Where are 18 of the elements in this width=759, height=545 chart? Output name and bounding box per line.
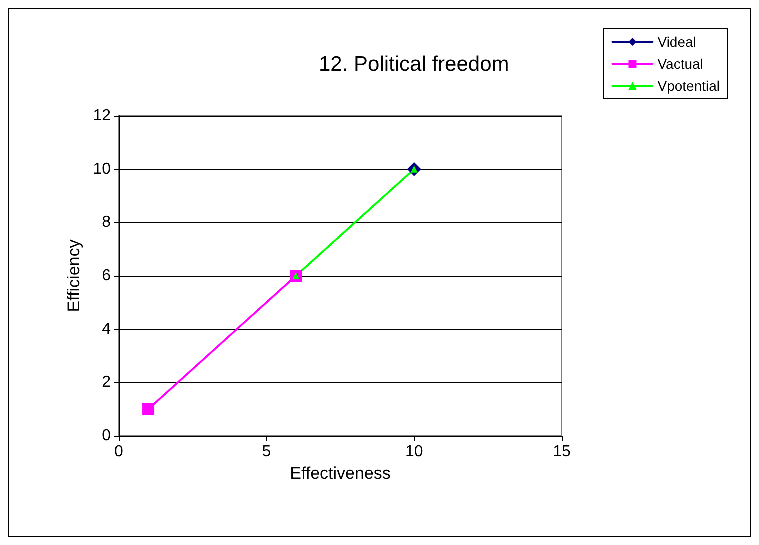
y-tick-label: 4 <box>102 320 112 338</box>
point <box>142 403 155 416</box>
legend-label: Vactual <box>658 56 704 72</box>
legend-label: Vpotential <box>658 78 720 94</box>
x-tick-label: 5 <box>262 444 272 460</box>
y-tick-label: 0 <box>102 428 112 444</box>
x-tick-label: 10 <box>405 444 424 460</box>
y-axis-title: Efficiency <box>64 239 84 312</box>
legend-label: Videal <box>658 34 696 50</box>
x-tick-label: 0 <box>114 444 124 460</box>
y-tick-label: 12 <box>93 108 112 124</box>
y-tick-label: 8 <box>102 214 112 232</box>
y-tick-label: 2 <box>102 374 112 392</box>
chart-title: 12. Political freedom <box>319 53 510 76</box>
x-tick-label: 15 <box>553 444 571 460</box>
x-axis-title: Effectiveness <box>290 464 391 483</box>
y-tick-label: 10 <box>93 160 112 178</box>
y-tick-label: 6 <box>102 268 112 284</box>
